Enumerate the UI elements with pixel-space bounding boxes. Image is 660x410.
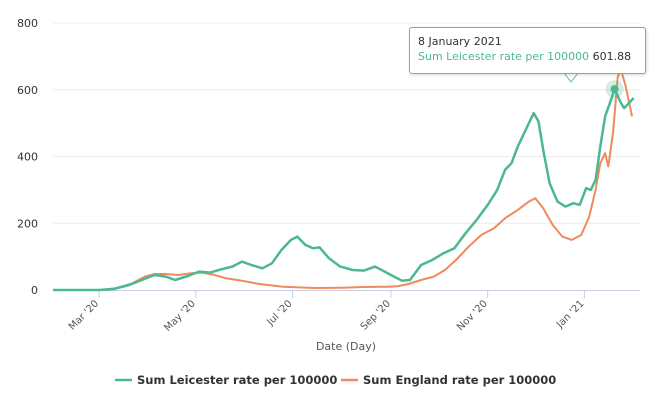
series-line-england[interactable] (53, 68, 634, 291)
tooltip-value: 601.88 (592, 50, 632, 63)
y-tick-label: 0 (31, 284, 38, 297)
legend: Sum Leicester rate per 100000 Sum Englan… (115, 373, 556, 387)
x-axis: Mar '20 May '20 Jul '20 Sep '20 Nov '20 Jan '… (67, 290, 587, 334)
tooltip-pointer (562, 72, 580, 83)
legend-label-leicester: Sum Leicester rate per 100000 (137, 373, 337, 387)
legend-label-england: Sum England rate per 100000 (363, 373, 556, 387)
tooltip-row: Sum Leicester rate per 100000 601.88 (418, 49, 645, 65)
x-tick-label: May '20 (162, 298, 198, 334)
x-axis-title: Date (Day) (316, 340, 376, 353)
legend-item-leicester[interactable]: Sum Leicester rate per 100000 (115, 373, 337, 387)
y-tick-label: 400 (17, 151, 38, 164)
y-tick-label: 800 (17, 17, 38, 30)
x-tick-label: Mar '20 (67, 298, 101, 332)
y-axis: 0 200 400 600 800 (17, 17, 38, 297)
tooltip-date: 8 January 2021 (418, 35, 502, 48)
tooltip: 8 January 2021 Sum Leicester rate per 10… (409, 27, 646, 74)
x-tick-label: Nov '20 (455, 298, 490, 333)
y-tick-label: 200 (17, 217, 38, 230)
y-tick-label: 600 (17, 84, 38, 97)
gridlines (53, 22, 640, 224)
legend-item-england[interactable]: Sum England rate per 100000 (341, 373, 556, 387)
series-lines (53, 68, 635, 292)
series-line-leicester[interactable] (53, 87, 635, 292)
x-tick-label: Jan '21 (554, 298, 587, 331)
hover-point[interactable] (610, 85, 619, 94)
hover-marker (605, 80, 624, 99)
tooltip-series-name: Sum Leicester rate per 100000 (418, 50, 590, 63)
x-tick-label: Jul '20 (264, 298, 294, 328)
x-tick-label: Sep '20 (359, 298, 393, 332)
